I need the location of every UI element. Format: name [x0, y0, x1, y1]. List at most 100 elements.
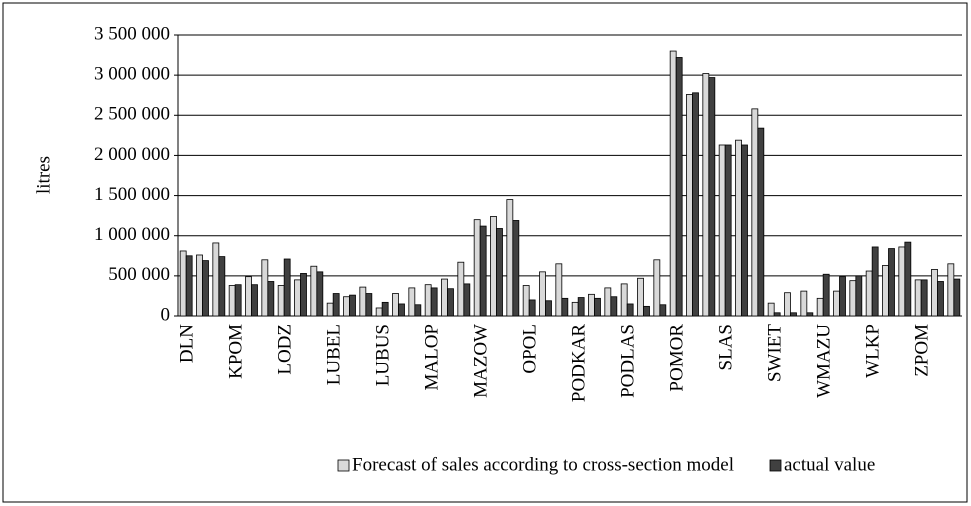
- bar: [381, 301, 389, 317]
- bar: [718, 144, 726, 317]
- bar: [741, 144, 748, 317]
- bar: [637, 277, 644, 317]
- bar: [283, 258, 291, 317]
- bar: [441, 278, 448, 317]
- bar: [326, 302, 334, 317]
- bar: [822, 273, 830, 317]
- bar: [545, 300, 552, 317]
- bar: [604, 287, 612, 317]
- y-tick-label: 1 000 000: [94, 224, 170, 245]
- y-tick-label: 0: [161, 304, 171, 325]
- bar: [653, 259, 661, 317]
- bar: [424, 284, 432, 317]
- x-tick-label: OPOL: [520, 324, 541, 374]
- x-tick-label: PODLAS: [618, 324, 639, 398]
- legend-label: Forecast of sales according to cross-sec…: [352, 454, 734, 475]
- bar: [724, 144, 732, 317]
- bar: [702, 73, 710, 317]
- y-tick-label: 1 500 000: [94, 184, 170, 205]
- bar: [588, 293, 595, 317]
- bar: [496, 228, 503, 317]
- bar: [349, 294, 356, 317]
- y-tick-label: 3 500 000: [94, 23, 170, 44]
- bar: [522, 285, 530, 317]
- bar: [414, 304, 422, 317]
- bar: [555, 263, 563, 317]
- bar: [871, 246, 879, 317]
- legend-swatch: [337, 459, 350, 472]
- bar: [359, 286, 367, 317]
- y-tick-label: 500 000: [108, 264, 170, 285]
- bar: [855, 275, 863, 317]
- bar: [937, 281, 944, 317]
- x-tick-label: DLN: [177, 324, 198, 363]
- bar: [686, 94, 693, 317]
- bar: [816, 297, 824, 317]
- bar: [310, 265, 318, 317]
- x-tick-label: MAZOW: [471, 324, 492, 398]
- bar: [571, 301, 579, 317]
- bar: [398, 303, 405, 317]
- bar: [947, 263, 955, 317]
- bar: [447, 288, 454, 317]
- bar: [539, 271, 546, 317]
- x-tick-label: LODZ: [275, 324, 296, 375]
- bar: [234, 284, 242, 317]
- bar: [473, 219, 481, 317]
- bar: [914, 279, 922, 317]
- bar: [757, 127, 765, 317]
- bar: [692, 92, 699, 317]
- bar: [790, 312, 797, 317]
- bar: [610, 296, 618, 317]
- bar: [196, 254, 203, 317]
- bar: [267, 281, 275, 317]
- bar: [888, 248, 895, 317]
- bar: [457, 261, 465, 317]
- bar: [735, 139, 742, 317]
- bar: [277, 285, 285, 317]
- bar: [806, 312, 814, 317]
- x-tick-label: LUBUS: [373, 324, 394, 386]
- bar: [408, 287, 416, 317]
- bar: [784, 292, 791, 317]
- bar: [375, 307, 383, 317]
- x-tick-label: MALOP: [422, 324, 443, 391]
- x-tick-label: POMOR: [667, 324, 688, 392]
- bar: [708, 77, 716, 317]
- bar: [659, 304, 667, 317]
- bar: [202, 260, 209, 317]
- bar: [261, 259, 269, 317]
- bar: [920, 279, 928, 317]
- legend-label: actual value: [784, 454, 875, 475]
- bar: [528, 299, 536, 317]
- x-tick-label: ZPOM: [912, 324, 933, 377]
- bar: [251, 284, 258, 317]
- x-tick-label: SWIET: [765, 324, 786, 382]
- bar: [669, 50, 677, 317]
- bar: [300, 273, 307, 317]
- bar: [392, 293, 399, 317]
- x-tick-label: WLKP: [863, 324, 884, 378]
- y-tick-label: 2 500 000: [94, 104, 170, 125]
- y-tick-label: 2 000 000: [94, 144, 170, 165]
- bar: [751, 108, 759, 317]
- bar: [849, 280, 857, 317]
- bar: [316, 271, 324, 317]
- bar: [365, 293, 373, 317]
- bar: [643, 305, 650, 317]
- bar: [953, 278, 961, 317]
- y-tick-label: 3 000 000: [94, 64, 170, 85]
- bar: [833, 290, 840, 317]
- bar: [773, 312, 781, 317]
- bar: [332, 293, 340, 317]
- y-axis-label: litres: [33, 156, 54, 194]
- x-tick-label: WMAZU: [814, 324, 835, 398]
- bar: [294, 279, 301, 317]
- legend-swatch: [769, 459, 782, 472]
- bar: [594, 297, 601, 317]
- bar: [490, 216, 497, 317]
- bar: [343, 296, 350, 317]
- bar: [212, 242, 220, 317]
- bar: [179, 250, 187, 317]
